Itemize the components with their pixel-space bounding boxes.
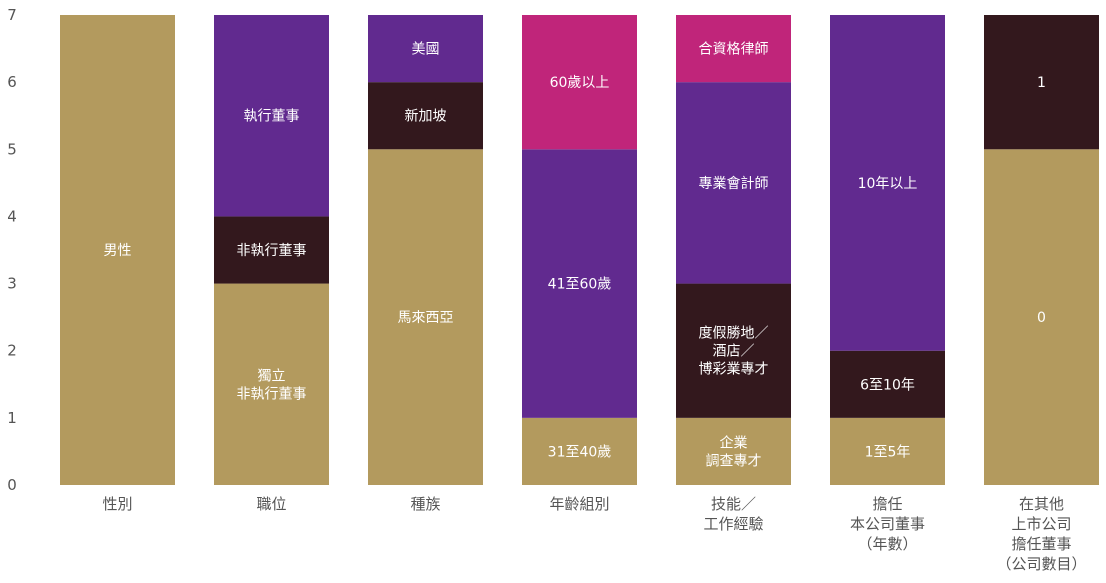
segment-label: 度假勝地／ <box>699 326 769 342</box>
bar-segment <box>676 417 791 485</box>
segment-label: 非執行董事 <box>237 243 307 259</box>
segment-label: 1 <box>1037 75 1046 91</box>
y-tick-label: 1 <box>7 409 17 427</box>
category-label: （年數） <box>857 535 917 553</box>
category-label: 本公司董事 <box>850 515 925 533</box>
segment-label: 調查專才 <box>706 453 762 469</box>
segment-label: 0 <box>1037 310 1046 326</box>
bar-segment <box>984 149 1099 486</box>
category-label: 在其他 <box>1019 495 1064 513</box>
segment-label: 執行董事 <box>244 109 300 125</box>
segment-label: 非執行董事 <box>237 386 307 402</box>
segment-label: 新加坡 <box>405 109 447 125</box>
category-label: 擔任 <box>872 495 902 513</box>
category-label: （公司數目） <box>996 555 1086 573</box>
category-label: 擔任董事 <box>1011 535 1071 553</box>
bar-segment <box>830 417 945 485</box>
segment-label: 1至5年 <box>865 444 911 460</box>
bar-segment <box>368 82 483 150</box>
bar-segment <box>214 283 329 485</box>
bar-group: 1至5年 6至10年 10年以上 <box>830 15 945 485</box>
category-label: 種族 <box>410 495 440 513</box>
y-tick-label: 5 <box>7 140 17 158</box>
segment-label: 31至40歲 <box>548 444 612 460</box>
y-tick-label: 2 <box>7 342 17 360</box>
bar-segment <box>214 216 329 284</box>
category-label: 工作經驗 <box>703 515 763 533</box>
segment-label: 酒店／ <box>713 344 755 360</box>
segment-label: 獨立 <box>258 368 286 384</box>
segment-label: 10年以上 <box>858 176 918 192</box>
segment-label: 合資格律師 <box>699 42 769 58</box>
bar-group: 31至40歲 41至60歲 60歲以上 <box>522 15 637 485</box>
bar-segment <box>676 82 791 284</box>
segment-label: 60歲以上 <box>550 75 610 91</box>
bar-segment <box>830 350 945 418</box>
category-label: 性別 <box>102 495 132 513</box>
y-tick-label: 3 <box>7 275 17 293</box>
y-tick-label: 4 <box>7 207 17 225</box>
segment-label: 專業會計師 <box>699 176 769 192</box>
bar-segment <box>676 283 791 418</box>
y-axis: 0 1 2 3 4 5 6 7 <box>7 6 17 494</box>
y-tick-label: 7 <box>7 6 17 24</box>
bar-segment <box>60 15 175 485</box>
segment-label: 馬來西亞 <box>398 310 454 326</box>
bar-segment <box>368 149 483 486</box>
category-label: 年齡組別 <box>549 495 609 513</box>
bar-segment <box>522 417 637 485</box>
bar-segment <box>368 15 483 83</box>
y-tick-label: 6 <box>7 73 17 91</box>
bar-segment <box>522 149 637 418</box>
bar-segment <box>522 15 637 150</box>
bar-segment <box>984 15 1099 150</box>
bar-group: 01 <box>984 15 1099 486</box>
bar-segment <box>830 15 945 351</box>
y-tick-label: 0 <box>7 476 17 494</box>
bar-group: 男性 <box>60 15 175 485</box>
bar-segment <box>676 15 791 83</box>
segment-label: 6至10年 <box>860 377 915 393</box>
segment-label: 41至60歲 <box>548 277 612 293</box>
segment-label: 博彩業專才 <box>699 361 769 378</box>
bar-segment <box>214 15 329 217</box>
category-label: 職位 <box>256 495 286 513</box>
category-label: 技能／ <box>711 495 756 513</box>
segment-label: 企業 <box>720 434 748 451</box>
category-label: 上市公司 <box>1011 515 1071 533</box>
segment-label: 男性 <box>104 243 132 259</box>
segment-label: 美國 <box>412 42 440 58</box>
